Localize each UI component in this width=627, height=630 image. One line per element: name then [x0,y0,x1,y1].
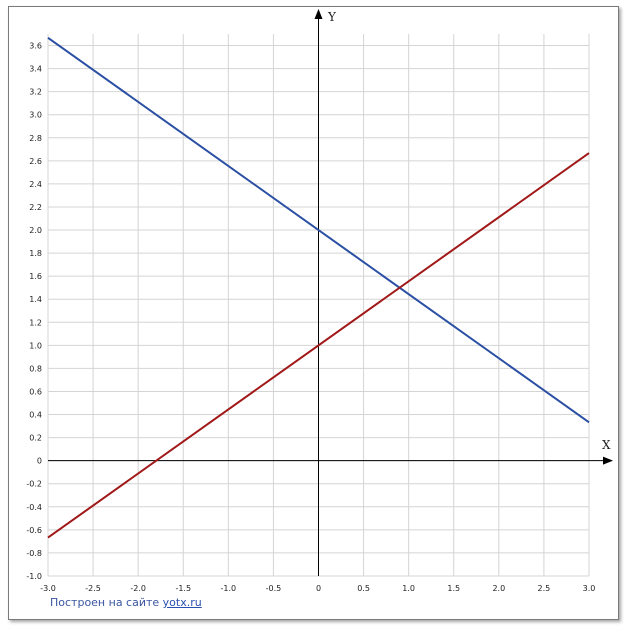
x-tick-label: -2.0 [130,584,146,593]
x-axis-label: X [602,438,611,452]
tick-labels: -3.0 -2.5 -2.0 -1.5 -1.0 -0.5 0 0.5 1.0 1.5 2.0 2.5… [26,42,595,593]
x-tick-label: 0 [316,584,321,593]
y-tick-label: 2.0 [29,226,42,235]
x-tick-label: -0.5 [266,584,282,593]
x-tick-label: 0.5 [357,584,370,593]
y-tick-label: 3.2 [29,88,42,97]
series-line-1 [47,36,590,424]
x-tick-label: 1.5 [447,584,460,593]
y-tick-label: 0 [37,457,42,466]
y-tick-label: -0.2 [26,480,42,489]
y-tick-label: 0.6 [29,387,42,396]
y-tick-label: 2.4 [29,180,42,189]
x-tick-label: -1.5 [175,584,191,593]
y-tick-label: -0.6 [26,526,42,535]
x-tick-label: 2.0 [492,584,505,593]
y-tick-label: 1.4 [29,295,42,304]
x-tick-label: -3.0 [40,584,56,593]
y-tick-label: 1.6 [29,272,42,281]
series-lines [47,36,590,539]
y-tick-label: 1.0 [29,341,42,350]
x-tick-label: -1.0 [221,584,237,593]
y-tick-label: 0.2 [29,434,42,443]
series-line-2 [47,152,590,539]
x-tick-label: -2.5 [85,584,101,593]
y-tick-label: 2.2 [29,203,42,212]
y-tick-label: 1.2 [29,318,42,327]
footer-credit: Построен на сайте yotx.ru [50,596,202,609]
chart-frame [8,6,619,620]
y-tick-label: -0.4 [26,503,42,512]
axes [48,9,613,576]
y-tick-label: 3.6 [29,42,42,51]
x-tick-label: 3.0 [583,584,596,593]
y-tick-label: 0.4 [29,411,42,420]
footer-text: Построен на сайте [50,596,163,609]
x-tick-label: 2.5 [538,584,551,593]
footer-link[interactable]: yotx.ru [162,596,202,609]
y-tick-label: 2.6 [29,157,42,166]
y-tick-label: 0.8 [29,364,42,373]
y-tick-label: 3.4 [29,65,42,74]
x-tick-label: 1.0 [402,584,415,593]
y-tick-label: 2.8 [29,134,42,143]
y-tick-label: 3.0 [29,111,42,120]
y-tick-label: 1.8 [29,249,42,258]
y-tick-label: -0.8 [26,549,42,558]
y-tick-label: -1.0 [26,572,42,581]
y-axis-label: Y [327,10,337,24]
